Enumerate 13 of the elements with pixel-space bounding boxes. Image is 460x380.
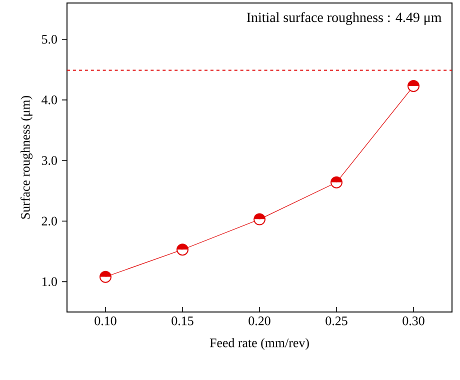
annotation: Initial surface roughness : 4.49 μm: [246, 12, 442, 25]
x-tick-label: 0.20: [248, 316, 270, 326]
y-tick-label: 5.0: [42, 34, 57, 44]
x-tick-label: 0.30: [402, 316, 424, 326]
y-tick-label: 2.0: [42, 216, 57, 226]
x-tick-label: 0.15: [172, 316, 194, 326]
x-tick-label: 0.25: [326, 316, 348, 326]
x-axis-title: Feed rate (mm/rev): [210, 338, 309, 350]
x-tick-label: 0.10: [94, 316, 116, 326]
y-tick-label: 3.0: [42, 156, 57, 165]
y-axis-title: Surface roughness (μm): [20, 96, 32, 219]
y-tick-label: 1.0: [42, 277, 57, 286]
y-tick-label: 4.0: [42, 96, 57, 104]
